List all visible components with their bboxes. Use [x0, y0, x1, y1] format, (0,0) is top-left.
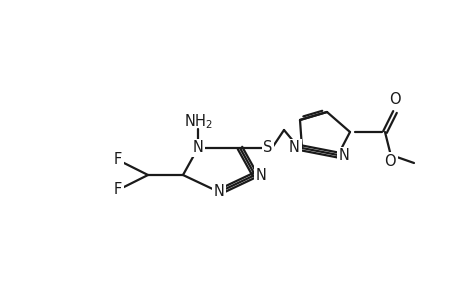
Text: N: N: [256, 167, 266, 182]
Text: N: N: [213, 184, 224, 200]
Text: F: F: [114, 152, 122, 167]
Text: S: S: [263, 140, 272, 155]
Text: NH$_2$: NH$_2$: [183, 112, 212, 131]
Text: N: N: [289, 140, 299, 155]
Text: O: O: [383, 154, 395, 169]
Text: F: F: [114, 182, 122, 197]
Text: N: N: [338, 148, 349, 164]
Text: O: O: [388, 92, 400, 107]
Text: N: N: [192, 140, 203, 155]
